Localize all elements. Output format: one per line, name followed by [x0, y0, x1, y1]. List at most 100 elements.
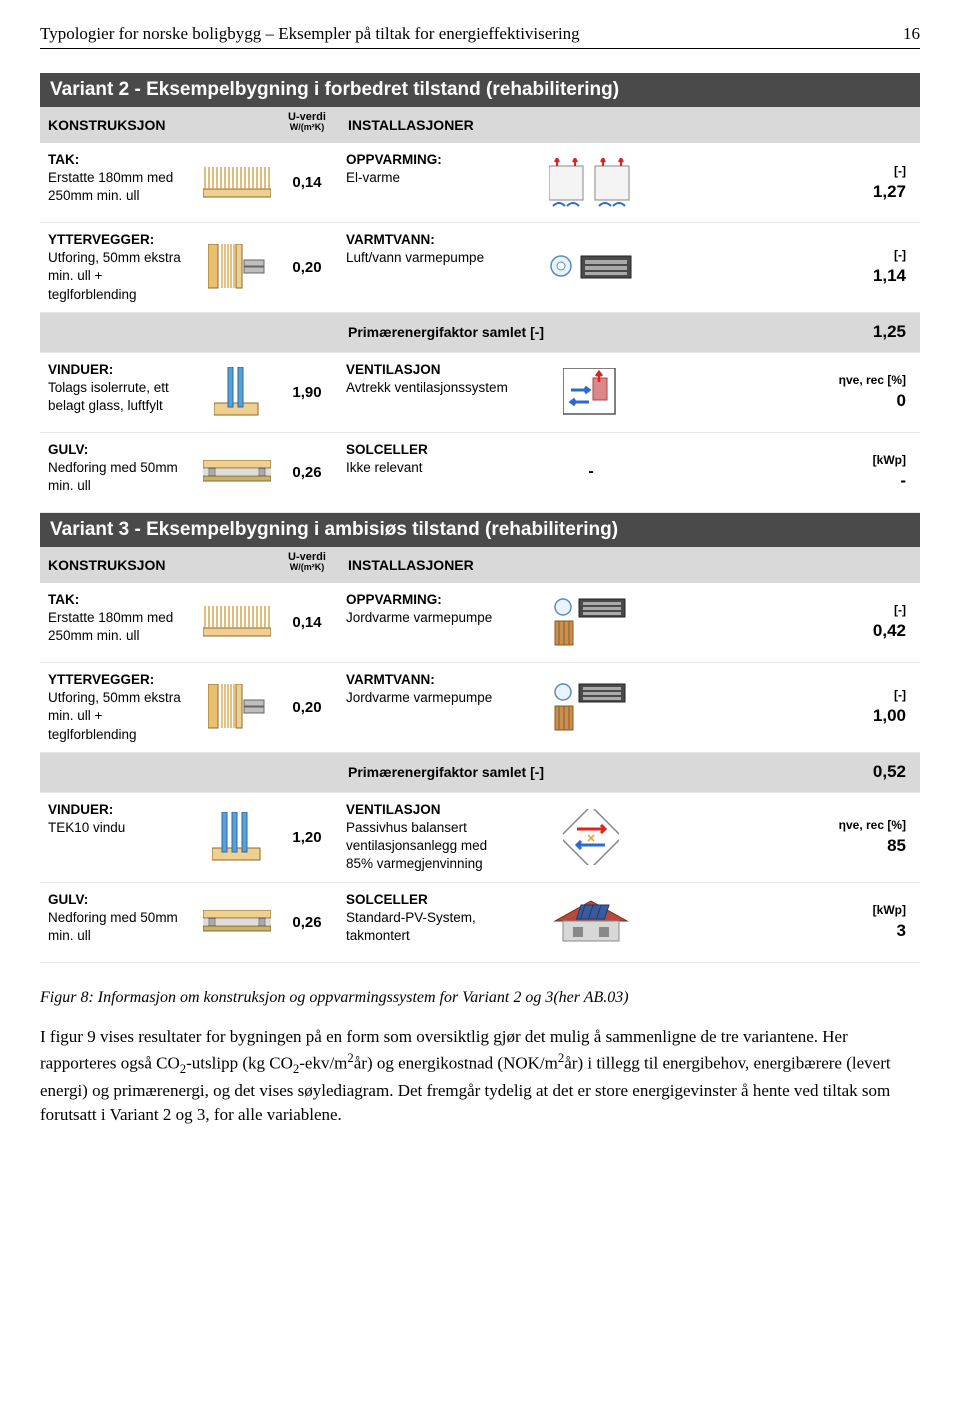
- v3-jordvarme-icon: [516, 663, 666, 752]
- v3-vindu-title: VINDUER:: [48, 802, 113, 817]
- variant2-block: Variant 2 - Eksempelbygning i forbedret …: [40, 73, 920, 513]
- v3-oppvarming-title: OPPVARMING:: [346, 592, 442, 607]
- v3-varmtvann-unit: [-]: [894, 688, 906, 702]
- v3-gulv-desc: Nedforing med 50mm min. ull: [48, 910, 178, 943]
- v2-primary-val: 1,25: [760, 313, 920, 352]
- header-konstruksjon: KONSTRUKSJON: [40, 107, 274, 143]
- balansert-icon: [516, 793, 666, 882]
- v3-varmtvann-val: 1,00: [873, 706, 906, 726]
- tak-title: TAK:: [48, 152, 79, 167]
- v2-primary-label: Primærenergifaktor samlet [-]: [340, 313, 760, 352]
- v3-gulv-title: GULV:: [48, 892, 88, 907]
- gulv-title: GULV:: [48, 442, 88, 457]
- v3-gulv-icon: [200, 883, 274, 962]
- vindu-desc: Tolags isolerrute, ett belagt glass, luf…: [48, 380, 169, 413]
- variant3-headers: KONSTRUKSJON U-verdi W/(m²K) INSTALLASJO…: [40, 547, 920, 583]
- v3-vindu-uval: 1,20: [274, 793, 340, 882]
- v2-primary: Primærenergifaktor samlet [-] 1,25: [40, 313, 920, 353]
- vegg-uval: 0,20: [274, 223, 340, 312]
- variant2-title: Variant 2 - Eksempelbygning i forbedret …: [40, 73, 920, 107]
- vindu-icon: [200, 353, 274, 432]
- v3-header-uverdi: U-verdi W/(m²K): [274, 547, 340, 583]
- v3-vegg-uval: 0,20: [274, 663, 340, 752]
- v3-tak-title: TAK:: [48, 592, 79, 607]
- solceller-dash: -: [516, 433, 666, 512]
- v2-row-gulv: GULV:Nedforing med 50mm min. ull 0,26 SO…: [40, 433, 920, 513]
- tak-desc: Erstatte 180mm med 250mm min. ull: [48, 170, 173, 203]
- v3-row-vegg: YTTERVEGGER: Utforing, 50mm ekstra min. u…: [40, 663, 920, 753]
- vegg-icon: [200, 223, 274, 312]
- oppvarming-val: 1,27: [873, 182, 906, 202]
- luftvann-icon: [516, 223, 666, 312]
- v3-ventilasjon-desc: Passivhus balansert ventilasjonsanlegg m…: [346, 820, 487, 871]
- vindu-title: VINDUER:: [48, 362, 113, 377]
- ventilasjon-unit: ηve, rec [%]: [839, 373, 906, 387]
- v3-oppvarming-unit: [-]: [894, 603, 906, 617]
- header-installasjoner: INSTALLASJONER: [340, 107, 920, 143]
- v3-row-vindu: VINDUER: TEK10 vindu 1,20 VENTILASJON Pass…: [40, 793, 920, 883]
- elvarme-icon: [516, 143, 666, 222]
- v3-tak-desc: Erstatte 180mm med 250mm min. ull: [48, 610, 173, 643]
- v2-row-vindu: VINDUER: Tolags isolerrute, ett belagt gl…: [40, 353, 920, 433]
- v3-solceller-unit: [kWp]: [873, 903, 906, 917]
- v3-row-gulv: GULV: Nedforing med 50mm min. ull 0,26 SO…: [40, 883, 920, 963]
- v3-vindu-icon: [200, 793, 274, 882]
- header-rule: [40, 48, 920, 49]
- solceller-val: -: [900, 471, 906, 491]
- v3-primary: Primærenergifaktor samlet [-] 0,52: [40, 753, 920, 793]
- v3-oppvarming-val: 0,42: [873, 621, 906, 641]
- tak-uval: 0,14: [274, 143, 340, 222]
- v3-ventilasjon-title: VENTILASJON: [346, 802, 441, 817]
- vegg-title: YTTERVEGGER:: [48, 232, 154, 247]
- varmtvann-title: VARMTVANN:: [346, 232, 435, 247]
- v3-row-tak: TAK: Erstatte 180mm med 250mm min. ull 0,…: [40, 583, 920, 663]
- jordvarme-icon: [516, 583, 666, 662]
- v3-solceller-desc: Standard-PV-System, takmontert: [346, 910, 476, 943]
- v3-ventilasjon-val: 85: [887, 836, 906, 856]
- body-text: I figur 9 vises resultater for bygningen…: [40, 1025, 920, 1128]
- oppvarming-unit: [-]: [894, 164, 906, 178]
- v3-oppvarming-desc: Jordvarme varmepumpe: [346, 610, 492, 625]
- v3-vegg-desc: Utforing, 50mm ekstra min. ull + teglfor…: [48, 690, 181, 741]
- v3-header-konstruksjon: KONSTRUKSJON: [40, 547, 274, 583]
- ventilasjon-val: 0: [897, 391, 906, 411]
- solceller-desc: Ikke relevant: [346, 460, 423, 475]
- v2-row-tak: TAK: Erstatte 180mm med 250mm min. ull 0,…: [40, 143, 920, 223]
- oppvarming-title: OPPVARMING:: [346, 152, 442, 167]
- varmtvann-unit: [-]: [894, 248, 906, 262]
- doc-title: Typologier for norske boligbygg – Eksemp…: [40, 24, 580, 44]
- ventilasjon-desc: Avtrekk ventilasjonssystem: [346, 380, 508, 395]
- gulv-desc: Nedforing med 50mm min. ull: [48, 460, 178, 493]
- v3-tak-icon: [200, 583, 274, 662]
- v3-varmtvann-title: VARMTVANN:: [346, 672, 435, 687]
- gulv-icon: [200, 433, 274, 512]
- v3-vegg-title: YTTERVEGGER:: [48, 672, 154, 687]
- vegg-desc: Utforing, 50mm ekstra min. ull + teglfor…: [48, 250, 181, 301]
- v3-vindu-desc: TEK10 vindu: [48, 820, 125, 835]
- figure-caption: Figur 8: Informasjon om konstruksjon og …: [40, 989, 920, 1007]
- body-p1c: -ekv/m: [299, 1054, 347, 1073]
- oppvarming-desc: El-varme: [346, 170, 400, 185]
- body-p1d: år) og energikostnad (NOK/m: [354, 1054, 558, 1073]
- v2-row-vegg: YTTERVEGGER: Utforing, 50mm ekstra min. u…: [40, 223, 920, 313]
- v3-tak-uval: 0,14: [274, 583, 340, 662]
- body-p1b: -utslipp (kg CO: [186, 1054, 293, 1073]
- v3-primary-val: 0,52: [760, 753, 920, 792]
- v3-solceller-val: 3: [897, 921, 906, 941]
- header-uverdi: U-verdi W/(m²K): [274, 107, 340, 143]
- varmtvann-val: 1,14: [873, 266, 906, 286]
- v3-primary-label: Primærenergifaktor samlet [-]: [340, 753, 760, 792]
- v3-ventilasjon-unit: ηve, rec [%]: [839, 818, 906, 832]
- gulv-uval: 0,26: [274, 433, 340, 512]
- tak-icon: [200, 143, 274, 222]
- v3-gulv-uval: 0,26: [274, 883, 340, 962]
- page-number: 16: [903, 24, 920, 44]
- avtrekk-icon: [516, 353, 666, 432]
- solceller-unit: [kWp]: [873, 453, 906, 467]
- variant3-block: Variant 3 - Eksempelbygning i ambisiøs t…: [40, 513, 920, 963]
- ventilasjon-title: VENTILASJON: [346, 362, 441, 377]
- variant3-title: Variant 3 - Eksempelbygning i ambisiøs t…: [40, 513, 920, 547]
- varmtvann-desc: Luft/vann varmepumpe: [346, 250, 484, 265]
- v3-solceller-title: SOLCELLER: [346, 892, 428, 907]
- v3-varmtvann-desc: Jordvarme varmepumpe: [346, 690, 492, 705]
